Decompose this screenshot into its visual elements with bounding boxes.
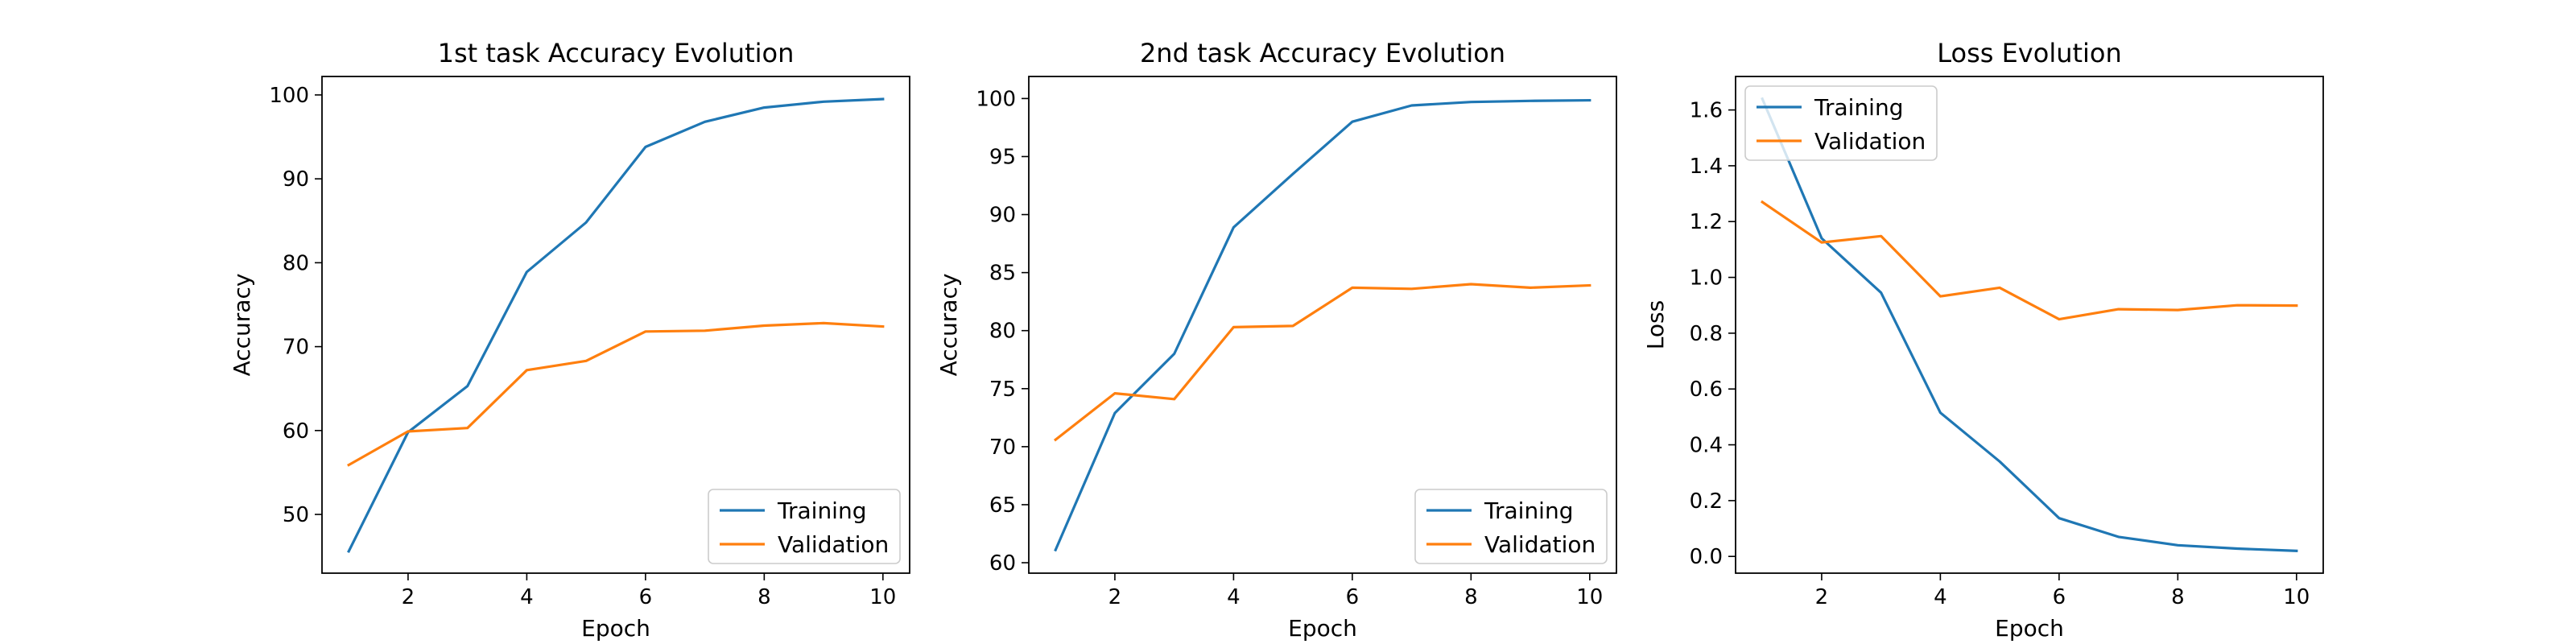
x-axis-label: Epoch xyxy=(581,615,650,642)
series-line-validation xyxy=(1053,283,1591,442)
legend-label: Training xyxy=(777,497,866,524)
x-tick-label: 4 xyxy=(1934,585,1947,609)
y-tick-label: 0.4 xyxy=(1690,434,1723,458)
y-axis-label: Accuracy xyxy=(229,274,255,377)
chart-title: Loss Evolution xyxy=(1937,38,2122,68)
legend-label: Validation xyxy=(1814,128,1926,155)
series-line-validation xyxy=(347,321,885,467)
y-tick-label: 100 xyxy=(976,87,1016,111)
series-line-training xyxy=(1761,97,2298,552)
y-tick-label: 60 xyxy=(283,419,309,444)
legend: Training Validation xyxy=(708,489,901,564)
legend-label: Training xyxy=(1484,497,1573,524)
y-tick-label: 0.0 xyxy=(1690,545,1723,569)
y-tick-label: 1.0 xyxy=(1690,266,1723,291)
chart-title: 2nd task Accuracy Evolution xyxy=(1140,38,1505,68)
legend-label: Validation xyxy=(778,531,889,558)
y-tick-label: 80 xyxy=(989,320,1016,344)
y-tick-label: 50 xyxy=(283,503,309,527)
y-tick-label: 0.6 xyxy=(1690,378,1723,402)
y-tick-label: 100 xyxy=(269,84,309,108)
x-tick-label: 10 xyxy=(1576,585,1603,609)
x-tick-label: 8 xyxy=(2171,585,2185,609)
y-tick-label: 90 xyxy=(989,204,1016,228)
x-tick-label: 4 xyxy=(1227,585,1241,609)
legend: Training Validation xyxy=(1414,489,1608,564)
x-tick-label: 8 xyxy=(758,585,771,609)
chart-panel-3: Loss Evolution 2 4 6 8 10 0.0 0.2 0.4 0.6 0.8 1.0 1.… xyxy=(1642,38,2324,642)
legend: Training Validation xyxy=(1744,85,1938,161)
y-tick-label: 70 xyxy=(283,336,309,360)
legend-label: Training xyxy=(1814,94,1903,121)
axes-frame xyxy=(1735,76,2324,574)
y-tick-label: 0.8 xyxy=(1690,322,1723,346)
y-tick-label: 0.2 xyxy=(1690,489,1723,514)
x-axis-label: Epoch xyxy=(1995,615,2064,642)
x-tick-label: 6 xyxy=(639,585,653,609)
axes-frame xyxy=(1028,76,1617,574)
x-tick-label: 8 xyxy=(1464,585,1478,609)
x-tick-label: 6 xyxy=(2053,585,2066,609)
y-tick-label: 90 xyxy=(283,167,309,192)
y-tick-label: 1.6 xyxy=(1690,99,1723,123)
y-tick-label: 65 xyxy=(989,493,1016,518)
y-tick-label: 75 xyxy=(989,378,1016,402)
y-tick-label: 60 xyxy=(989,551,1016,576)
y-tick-label: 95 xyxy=(989,145,1016,169)
series-line-validation xyxy=(1760,200,2298,321)
series-line-training xyxy=(347,97,885,554)
y-tick-label: 85 xyxy=(989,262,1016,286)
axes-frame xyxy=(321,76,910,574)
y-tick-label: 80 xyxy=(283,251,309,275)
x-tick-label: 2 xyxy=(1815,585,1829,609)
x-tick-label: 10 xyxy=(2283,585,2310,609)
x-tick-label: 4 xyxy=(520,585,534,609)
y-axis-label: Accuracy xyxy=(935,274,962,377)
x-tick-label: 2 xyxy=(1108,585,1122,609)
y-axis-label: Loss xyxy=(1642,300,1669,349)
y-tick-label: 70 xyxy=(989,436,1016,460)
chart-panel-1: 1st task Accuracy Evolution 2 4 6 8 10 50 60 70 8… xyxy=(229,38,910,642)
x-tick-label: 10 xyxy=(869,585,896,609)
series-line-training xyxy=(1054,98,1591,552)
y-tick-label: 1.2 xyxy=(1690,210,1723,234)
x-tick-label: 6 xyxy=(1346,585,1360,609)
chart-title: 1st task Accuracy Evolution xyxy=(438,38,795,68)
x-tick-label: 2 xyxy=(402,585,415,609)
chart-panel-2: 2nd task Accuracy Evolution 2 4 6 8 10 60 65 70 7… xyxy=(935,38,1617,642)
legend-label: Validation xyxy=(1484,531,1596,558)
x-axis-label: Epoch xyxy=(1288,615,1357,642)
y-tick-label: 1.4 xyxy=(1690,155,1723,179)
